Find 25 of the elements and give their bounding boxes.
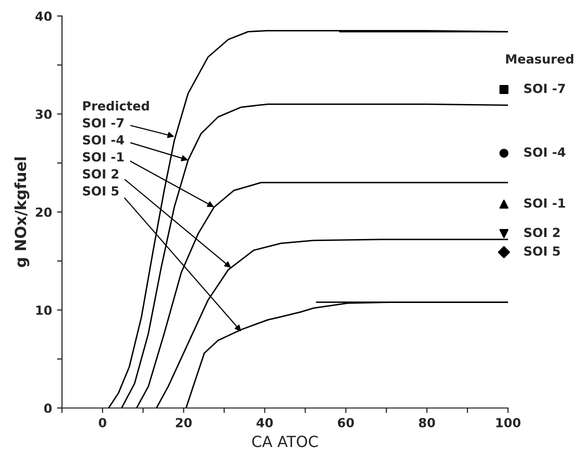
y-axis-title: g NOx/kgfuel xyxy=(14,157,30,268)
series-label: SOI -4 xyxy=(524,147,566,157)
annotation: SOI -1 xyxy=(82,152,124,162)
y-tick-label: 0 xyxy=(44,403,52,413)
x-tick-label: 60 xyxy=(338,418,354,428)
annotation: SOI 2 xyxy=(82,169,118,179)
x-tick-label: 0 xyxy=(98,418,106,428)
x-tick-label: 100 xyxy=(496,418,520,428)
y-tick-label: 20 xyxy=(36,207,52,217)
x-axis-title: CA ATOC xyxy=(252,436,318,448)
annotation: Measured xyxy=(506,54,574,64)
series-label: SOI -1 xyxy=(524,198,566,208)
series-label: SOI 5 xyxy=(524,246,560,256)
x-tick-label: 20 xyxy=(176,418,192,428)
y-tick-label: 10 xyxy=(36,305,52,315)
series-label: SOI -7 xyxy=(524,84,565,94)
series-label: SOI 2 xyxy=(524,228,560,238)
y-tick-label: 40 xyxy=(35,11,52,21)
annotation: SOI -4 xyxy=(82,135,124,145)
y-tick-label: 30 xyxy=(36,109,52,119)
x-tick-label: 40 xyxy=(256,418,273,428)
annotation: SOI -7 xyxy=(82,118,124,128)
annotation: SOI 5 xyxy=(82,186,119,196)
x-tick-label: 80 xyxy=(418,418,436,428)
annotation: Predicted xyxy=(83,100,149,111)
